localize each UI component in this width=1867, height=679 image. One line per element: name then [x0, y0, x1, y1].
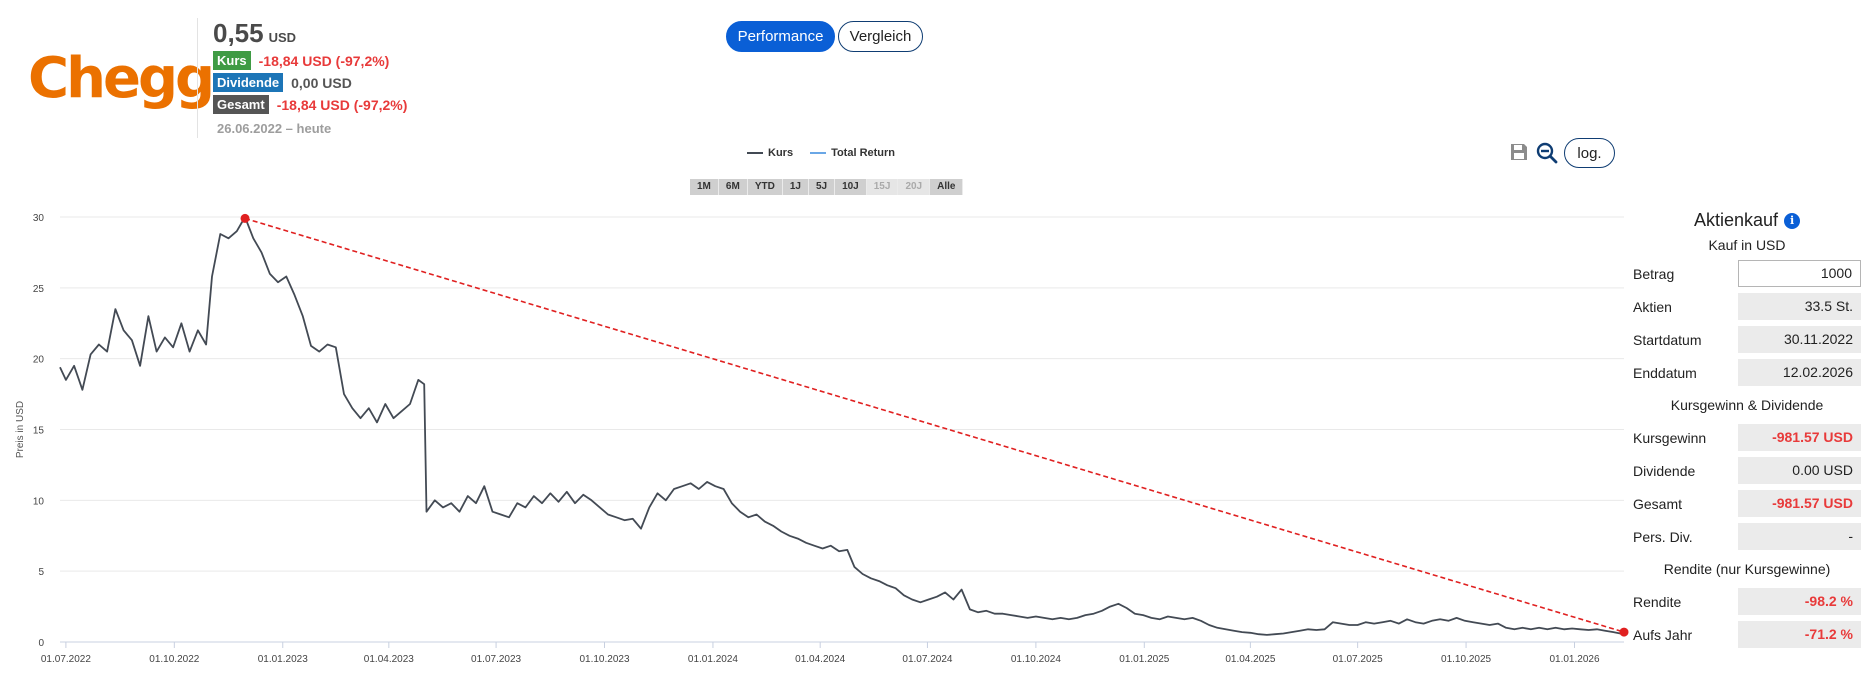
- legend-label-kurs: Kurs: [768, 147, 794, 159]
- range-button-15j: 15J: [866, 179, 899, 195]
- x-tick-label: 01.07.2024: [902, 654, 952, 665]
- section-rendite: Rendite (nur Kursgewinne): [1663, 561, 1831, 577]
- header-divider: [197, 18, 198, 138]
- x-tick-label: 01.01.2023: [258, 654, 308, 665]
- x-tick-label: 01.04.2025: [1225, 654, 1275, 665]
- range-button-6m[interactable]: 6M: [718, 179, 748, 195]
- x-tick-label: 01.10.2022: [149, 654, 199, 665]
- panel-title: Aktienkauf: [1693, 210, 1779, 230]
- trendline: [244, 217, 1625, 633]
- x-tick-label: 01.10.2025: [1441, 654, 1491, 665]
- tab-performance[interactable]: Performance: [726, 21, 835, 52]
- y-tick-label: 0: [38, 638, 44, 649]
- x-tick-label: 01.07.2025: [1333, 654, 1383, 665]
- range-button-ytd[interactable]: YTD: [747, 179, 783, 195]
- row-startdatum: Startdatum 30.11.2022: [1633, 324, 1861, 355]
- aufs-jahr-value: -71.2 %: [1738, 621, 1861, 648]
- y-tick-label: 30: [33, 213, 45, 224]
- dividende-label: Dividende: [1633, 462, 1696, 479]
- row-aufs-jahr: Aufs Jahr -71.2 %: [1633, 619, 1861, 650]
- rendite-value: -98.2 %: [1738, 588, 1861, 615]
- startdatum-label: Startdatum: [1633, 331, 1702, 348]
- range-button-5j[interactable]: 5J: [808, 179, 836, 195]
- range-selector: 1M 6M YTD 1J 5J 10J 15J 20J Alle: [690, 179, 964, 195]
- dividende-value: 0.00 USD: [1738, 457, 1861, 484]
- betrag-label: Betrag: [1633, 265, 1675, 282]
- y-tick-label: 25: [33, 284, 45, 295]
- dividende-value: 0,00 USD: [291, 74, 352, 91]
- x-tick-label: 01.04.2024: [795, 654, 845, 665]
- x-tick-label: 01.07.2023: [471, 654, 521, 665]
- range-button-20j: 20J: [898, 179, 931, 195]
- kursgewinn-label: Kursgewinn: [1633, 429, 1707, 446]
- x-tick-label: 01.10.2023: [579, 654, 629, 665]
- chart-legend: Kurs Total Return: [747, 147, 912, 159]
- pers-div-value: -: [1738, 523, 1861, 550]
- section-kursgewinn-dividende: Kursgewinn & Dividende: [1670, 397, 1824, 413]
- trendline-start-marker[interactable]: [240, 213, 250, 223]
- range-button-1m[interactable]: 1M: [690, 179, 719, 195]
- trendline-end-marker[interactable]: [1619, 627, 1629, 637]
- x-tick-label: 01.01.2025: [1119, 654, 1169, 665]
- tab-vergleich[interactable]: Vergleich: [838, 21, 923, 52]
- info-icon[interactable]: i: [1784, 212, 1801, 229]
- x-tick-label: 01.01.2024: [688, 654, 738, 665]
- range-button-1j[interactable]: 1J: [782, 179, 809, 195]
- legend-item-kurs[interactable]: Kurs: [747, 147, 793, 159]
- log-scale-button[interactable]: log.: [1564, 138, 1615, 168]
- x-tick-label: 01.01.2026: [1549, 654, 1599, 665]
- zoom-out-icon[interactable]: [1536, 142, 1558, 164]
- gesamt-value: -981.57 USD: [1738, 490, 1861, 517]
- kursgewinn-value: -981.57 USD: [1738, 424, 1861, 451]
- panel-subtitle: Kauf in USD: [1708, 237, 1786, 253]
- row-rendite: Rendite -98.2 %: [1633, 586, 1861, 617]
- gesamt-tag: Gesamt: [213, 95, 269, 114]
- row-pers-div: Pers. Div. -: [1633, 521, 1861, 552]
- x-tick-label: 01.10.2024: [1011, 654, 1061, 665]
- row-dividende: Dividende 0.00 USD: [1633, 455, 1861, 486]
- pers-div-label: Pers. Div.: [1633, 528, 1693, 545]
- aufs-jahr-label: Aufs Jahr: [1633, 626, 1693, 643]
- series-line-kurs: [59, 216, 1625, 636]
- y-tick-label: 5: [38, 567, 44, 578]
- betrag-input[interactable]: [1738, 260, 1861, 287]
- performance-summary: 0,55 USD Kurs -18,84 USD (-97,2%) Divide…: [213, 18, 407, 136]
- range-button-10j[interactable]: 10J: [835, 179, 867, 195]
- aktienkauf-panel: Aktienkauf i Kauf in USD Betrag Aktien 33.…: [1633, 207, 1861, 650]
- kurs-tag: Kurs: [213, 51, 251, 70]
- legend-swatch-total-return: [810, 152, 827, 154]
- row-aktien: Aktien 33.5 St.: [1633, 291, 1861, 322]
- current-price: 0,55: [213, 18, 264, 48]
- aktien-label: Aktien: [1633, 298, 1672, 315]
- startdatum-value: 30.11.2022: [1738, 326, 1861, 353]
- x-tick-label: 01.04.2023: [364, 654, 414, 665]
- enddatum-value: 12.02.2026: [1738, 359, 1861, 386]
- row-enddatum: Enddatum 12.02.2026: [1633, 357, 1861, 388]
- rendite-label: Rendite: [1633, 593, 1682, 610]
- row-betrag: Betrag: [1633, 258, 1861, 289]
- price-currency: USD: [268, 30, 297, 45]
- y-tick-label: 20: [33, 355, 45, 366]
- legend-swatch-kurs: [747, 152, 763, 154]
- aktien-value: 33.5 St.: [1738, 293, 1861, 320]
- company-logo: Chegg: [28, 46, 215, 111]
- save-icon[interactable]: [1510, 143, 1528, 161]
- row-gesamt: Gesamt -981.57 USD: [1633, 488, 1861, 519]
- enddatum-label: Enddatum: [1633, 364, 1697, 381]
- y-tick-label: 10: [33, 496, 45, 507]
- price-chart: 0 5 10 15 20 25 30 01.07.2022 01.10.2022 01.01.20…: [15, 213, 1629, 665]
- legend-label-total-return: Total Return: [831, 147, 896, 159]
- y-axis-label: Preis in USD: [15, 401, 26, 458]
- period-label: 26.06.2022 – heute: [217, 121, 332, 136]
- range-button-alle[interactable]: Alle: [930, 179, 964, 195]
- y-tick-label: 15: [33, 426, 45, 437]
- kurs-value: -18,84 USD (-97,2%): [258, 52, 390, 69]
- legend-item-total-return[interactable]: Total Return: [810, 147, 895, 159]
- row-kursgewinn: Kursgewinn -981.57 USD: [1633, 422, 1861, 453]
- gesamt-value: -18,84 USD (-97,2%): [276, 96, 408, 113]
- dividende-tag: Dividende: [213, 73, 284, 92]
- x-tick-label: 01.07.2022: [41, 654, 91, 665]
- gesamt-label: Gesamt: [1633, 495, 1683, 512]
